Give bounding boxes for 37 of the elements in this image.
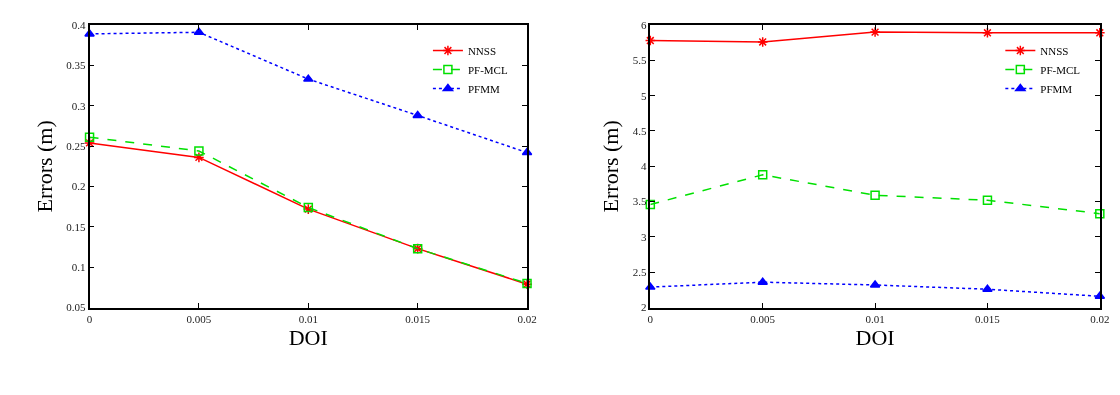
x-tick-label: 0.02: [1090, 312, 1110, 325]
x-tick-label: 0.005: [186, 312, 212, 325]
y-tick-label: 0.15: [66, 220, 87, 233]
y-tick-label: 5: [640, 89, 647, 102]
legend-label: PF-MCL: [467, 63, 508, 76]
y-tick-label: 6: [640, 18, 647, 31]
y-axis-title: Errors (m): [31, 120, 57, 213]
legend-label: NNSS: [1040, 44, 1069, 57]
y-tick-label: 0.3: [71, 99, 87, 112]
x-tick-label: 0: [647, 312, 654, 325]
y-tick-label: 5.5: [632, 54, 647, 67]
x-tick-label: 0: [86, 312, 93, 325]
legend-label: NNSS: [467, 44, 497, 57]
legend-label: PFMM: [1040, 82, 1073, 95]
y-tick-label: 2: [640, 301, 647, 314]
x-axis-title: DOI: [855, 324, 895, 350]
legend-label: PF-MCL: [1040, 63, 1081, 76]
y-tick-label: 3: [640, 230, 647, 243]
y-tick-label: 4.5: [632, 124, 647, 137]
x-tick-label: 0.02: [517, 312, 537, 325]
x-tick-label: 0.015: [405, 312, 431, 325]
x-axis-title: DOI: [288, 324, 328, 350]
y-tick-label: 0.4: [71, 18, 87, 31]
legend-label: PFMM: [467, 82, 500, 95]
y-tick-label: 0.2: [71, 180, 86, 193]
x-tick-label: 0.01: [298, 312, 318, 325]
x-tick-label: 0.01: [865, 312, 885, 325]
y-tick-label: 0.1: [71, 261, 86, 274]
y-tick-label: 0.05: [66, 301, 87, 314]
x-tick-label: 0.005: [750, 312, 776, 325]
y-tick-label: 2.5: [632, 266, 647, 279]
y-axis-title: Errors (m): [597, 120, 623, 213]
y-tick-label: 0.35: [66, 59, 87, 72]
y-tick-label: 4: [640, 160, 647, 173]
x-tick-label: 0.015: [975, 312, 1001, 325]
y-tick-label: 0.25: [66, 139, 87, 152]
y-tick-label: 3.5: [632, 195, 647, 208]
